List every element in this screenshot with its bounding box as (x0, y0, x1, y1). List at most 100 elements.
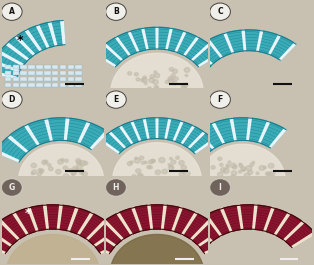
Polygon shape (269, 129, 286, 148)
Bar (44, 77, 51, 81)
Polygon shape (57, 205, 62, 230)
Circle shape (138, 173, 143, 178)
Circle shape (65, 159, 68, 162)
Polygon shape (13, 212, 28, 235)
Circle shape (132, 175, 137, 179)
Circle shape (181, 83, 186, 87)
Circle shape (44, 160, 48, 164)
Bar (28, 65, 35, 69)
Circle shape (77, 164, 82, 169)
Bar (75, 65, 82, 69)
Polygon shape (283, 221, 304, 241)
Circle shape (143, 76, 146, 79)
Circle shape (130, 161, 133, 164)
Polygon shape (86, 220, 106, 240)
Circle shape (231, 171, 237, 175)
Circle shape (42, 160, 47, 165)
Circle shape (2, 3, 22, 20)
Circle shape (179, 161, 184, 165)
Polygon shape (84, 205, 230, 254)
Polygon shape (161, 205, 166, 230)
Polygon shape (207, 40, 222, 58)
Circle shape (211, 166, 215, 169)
Polygon shape (77, 212, 93, 235)
Polygon shape (247, 118, 251, 140)
Text: G: G (9, 183, 15, 192)
Bar (36, 65, 43, 69)
Circle shape (248, 170, 253, 174)
Polygon shape (83, 241, 111, 254)
Circle shape (239, 163, 241, 165)
Polygon shape (119, 126, 133, 144)
Text: I: I (219, 183, 222, 192)
Circle shape (165, 80, 169, 84)
Circle shape (134, 73, 138, 76)
Polygon shape (172, 205, 314, 258)
Circle shape (210, 179, 230, 196)
Polygon shape (116, 37, 130, 56)
Circle shape (218, 157, 222, 161)
Polygon shape (100, 118, 214, 154)
Circle shape (47, 164, 51, 166)
Polygon shape (48, 22, 57, 46)
Circle shape (38, 169, 41, 171)
Circle shape (144, 82, 147, 85)
Polygon shape (142, 28, 148, 50)
Circle shape (31, 173, 34, 175)
Circle shape (49, 167, 53, 171)
Circle shape (246, 166, 252, 171)
Bar (13, 71, 19, 75)
Circle shape (230, 175, 236, 180)
Circle shape (138, 174, 143, 179)
Polygon shape (0, 51, 24, 66)
Circle shape (150, 159, 155, 163)
Polygon shape (183, 63, 206, 73)
Circle shape (244, 173, 250, 178)
Circle shape (61, 158, 64, 161)
Polygon shape (28, 207, 38, 232)
Circle shape (2, 91, 22, 108)
Circle shape (127, 162, 132, 166)
Bar (5, 65, 11, 69)
Bar (5, 83, 11, 87)
Circle shape (228, 161, 231, 163)
Circle shape (220, 163, 223, 166)
Polygon shape (78, 122, 90, 143)
Circle shape (149, 78, 154, 83)
Bar (5, 71, 11, 75)
Bar (68, 65, 74, 69)
Circle shape (154, 73, 160, 78)
Polygon shape (0, 70, 17, 78)
Bar (13, 83, 19, 87)
Bar (36, 83, 43, 87)
Polygon shape (143, 119, 149, 139)
Polygon shape (94, 229, 118, 247)
Polygon shape (291, 232, 314, 248)
Circle shape (148, 87, 151, 90)
Polygon shape (198, 230, 222, 246)
Bar (52, 65, 58, 69)
Polygon shape (109, 132, 126, 148)
Circle shape (154, 85, 158, 88)
Text: *: * (17, 34, 23, 47)
Bar (20, 77, 27, 81)
Polygon shape (25, 125, 39, 145)
Text: *: * (25, 207, 31, 220)
Circle shape (168, 164, 171, 166)
Polygon shape (0, 150, 20, 162)
Polygon shape (36, 25, 49, 48)
Polygon shape (156, 118, 158, 139)
Circle shape (141, 79, 144, 82)
Polygon shape (44, 205, 48, 230)
Polygon shape (100, 139, 120, 154)
Bar (68, 77, 74, 81)
Polygon shape (104, 44, 123, 61)
Circle shape (139, 156, 144, 160)
Bar (20, 83, 27, 87)
Circle shape (181, 170, 185, 173)
Bar (20, 65, 27, 69)
Polygon shape (45, 119, 52, 141)
Polygon shape (0, 118, 108, 162)
Circle shape (136, 169, 141, 173)
Polygon shape (103, 220, 124, 240)
